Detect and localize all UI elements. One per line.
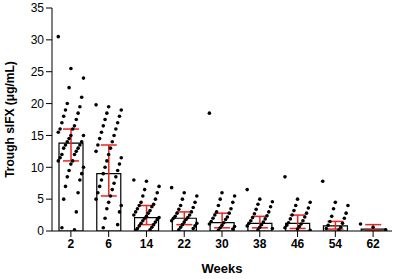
svg-text:30: 30 bbox=[215, 237, 229, 251]
svg-text:46: 46 bbox=[291, 237, 305, 251]
svg-text:35: 35 bbox=[31, 1, 45, 15]
svg-text:Weeks: Weeks bbox=[202, 261, 243, 276]
svg-text:15: 15 bbox=[31, 129, 45, 143]
svg-text:25: 25 bbox=[31, 65, 45, 79]
svg-text:6: 6 bbox=[105, 237, 112, 251]
svg-text:14: 14 bbox=[140, 237, 154, 251]
svg-text:Trough sIFX (μg/mL): Trough sIFX (μg/mL) bbox=[8, 61, 17, 178]
svg-text:10: 10 bbox=[31, 161, 45, 175]
svg-text:2: 2 bbox=[68, 237, 75, 251]
svg-text:38: 38 bbox=[253, 237, 267, 251]
svg-text:62: 62 bbox=[366, 237, 380, 251]
svg-text:30: 30 bbox=[31, 33, 45, 47]
svg-text:22: 22 bbox=[178, 237, 192, 251]
svg-text:54: 54 bbox=[329, 237, 343, 251]
svg-text:20: 20 bbox=[31, 97, 45, 111]
svg-text:0: 0 bbox=[37, 224, 44, 238]
svg-text:5: 5 bbox=[37, 192, 44, 206]
